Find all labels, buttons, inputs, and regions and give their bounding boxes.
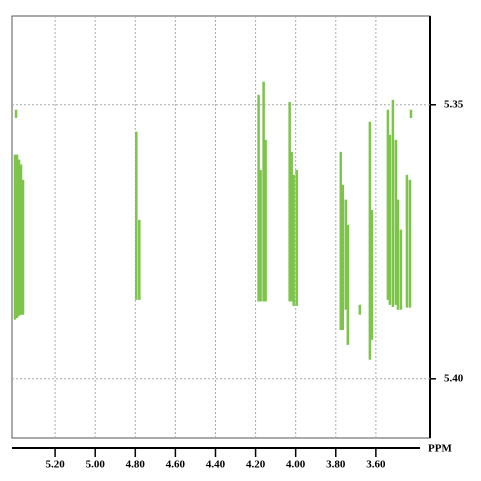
x-tick-label: 5.20 bbox=[45, 459, 65, 471]
plot-frame bbox=[11, 15, 431, 439]
x-axis-label: PPM bbox=[428, 443, 452, 455]
y-tick-label: 5.40 bbox=[444, 372, 464, 384]
x-tick-label: 3.80 bbox=[326, 459, 346, 471]
x-tick-label: 4.00 bbox=[286, 459, 306, 471]
x-tick-label: 4.60 bbox=[166, 459, 186, 471]
x-tick-label: 4.20 bbox=[246, 459, 266, 471]
x-tick-label: 3.60 bbox=[366, 459, 386, 471]
x-tick-label: 5.00 bbox=[86, 459, 106, 471]
x-tick-label: 4.40 bbox=[206, 459, 226, 471]
x-tick-label: 4.80 bbox=[126, 459, 146, 471]
y-tick-label: 5.35 bbox=[444, 98, 464, 110]
